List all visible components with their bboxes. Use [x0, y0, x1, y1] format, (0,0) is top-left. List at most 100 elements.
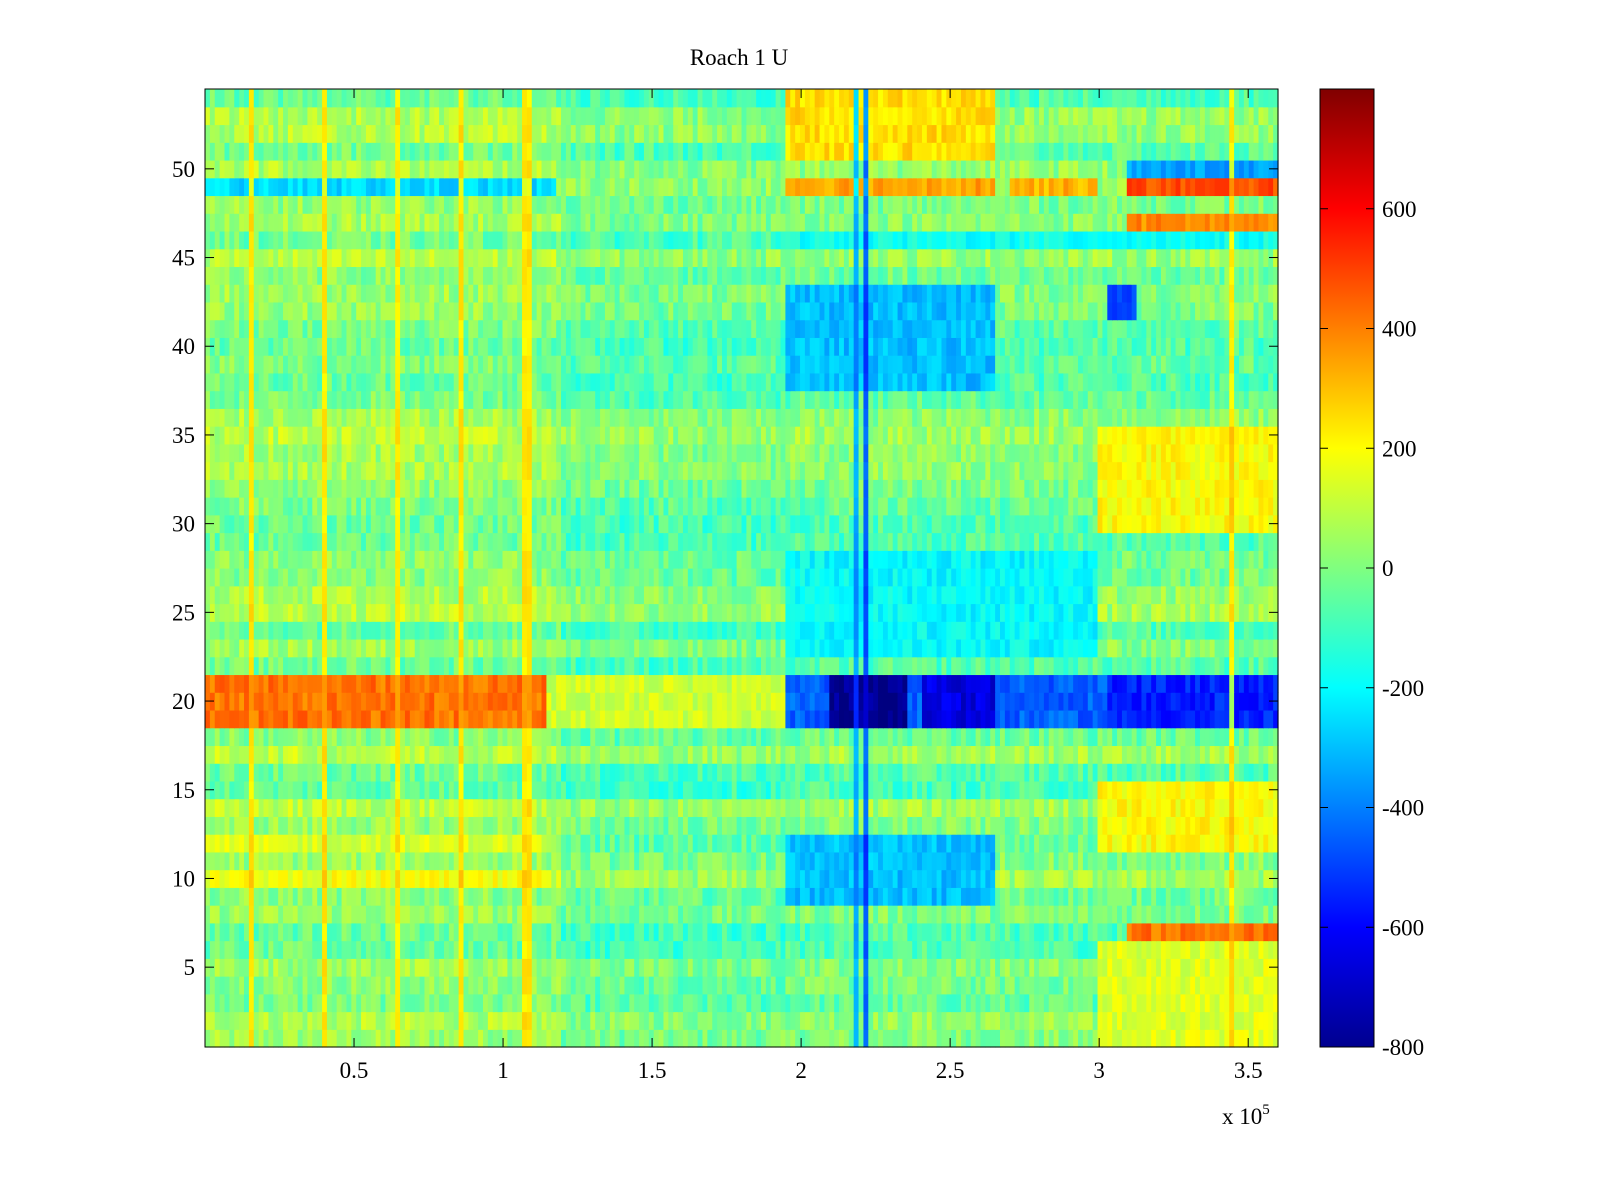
heatmap-cell [1185, 709, 1191, 729]
heatmap-cell [970, 1029, 977, 1048]
heatmap-cell [1204, 1029, 1211, 1048]
heatmap-cell [1141, 816, 1147, 835]
heatmap-cell [921, 887, 928, 906]
heatmap-cell [775, 922, 782, 942]
heatmap-cell [1229, 993, 1235, 1013]
heatmap-cell [1073, 1011, 1079, 1030]
heatmap-cell [517, 905, 523, 924]
heatmap-cell [687, 887, 694, 906]
heatmap-cell [595, 763, 601, 782]
heatmap-cell [1048, 834, 1055, 853]
heatmap-cell [1238, 887, 1245, 906]
heatmap-cell [1273, 674, 1279, 693]
heatmap-cell [502, 763, 508, 782]
heatmap-cell [980, 816, 986, 835]
heatmap-cell [795, 834, 801, 853]
heatmap-cell [473, 1011, 479, 1030]
heatmap-cell [765, 922, 772, 942]
heatmap-cell [819, 638, 826, 658]
heatmap-cell [843, 692, 850, 711]
heatmap-cell [1165, 816, 1172, 835]
heatmap-cell [1034, 905, 1040, 924]
heatmap-cell [1273, 745, 1279, 764]
heatmap-cell [878, 638, 884, 658]
heatmap-cell [1000, 976, 1006, 995]
heatmap-cell [292, 869, 299, 888]
heatmap-cell [312, 851, 318, 871]
heatmap-cell [658, 993, 665, 1013]
heatmap-cell [653, 958, 660, 977]
heatmap-cell [312, 763, 318, 782]
heatmap-cell [1024, 834, 1030, 853]
heatmap-cell [882, 674, 889, 693]
heatmap-cell [800, 798, 806, 817]
heatmap-cell [1185, 905, 1191, 924]
heatmap-cell [926, 905, 933, 924]
heatmap-cell [297, 851, 304, 871]
heatmap-cell [434, 869, 440, 888]
heatmap-cell [1248, 869, 1255, 888]
heatmap-cell [487, 1011, 494, 1030]
heatmap-cell [253, 692, 260, 711]
heatmap-cell [453, 869, 460, 888]
heatmap-cell [619, 816, 626, 835]
heatmap-cell [1092, 798, 1099, 817]
heatmap-cell [804, 656, 811, 676]
heatmap-cell [687, 993, 694, 1013]
heatmap-cell [936, 905, 943, 924]
heatmap-cell [702, 869, 708, 888]
heatmap-cell [604, 922, 611, 942]
heatmap-cell [834, 993, 840, 1013]
heatmap-cell [917, 958, 923, 977]
heatmap-cell [570, 816, 577, 835]
heatmap-cell [1092, 692, 1099, 711]
heatmap-cell [253, 851, 260, 871]
heatmap-cell [263, 1011, 270, 1030]
heatmap-cell [1053, 922, 1060, 942]
heatmap-cell [1107, 976, 1113, 995]
heatmap-cell [960, 674, 967, 693]
heatmap-cell [400, 638, 406, 658]
heatmap-cell [1204, 887, 1211, 906]
heatmap-cell [1121, 993, 1128, 1013]
heatmap-cell [634, 1011, 640, 1030]
heatmap-cell [1258, 976, 1264, 995]
heatmap-cell [834, 692, 840, 711]
heatmap-cell [1165, 993, 1172, 1013]
heatmap-cell [590, 727, 596, 747]
heatmap-cell [863, 922, 869, 942]
heatmap-cell [400, 780, 406, 800]
heatmap-cell [1151, 692, 1157, 711]
heatmap-cell [307, 976, 313, 995]
heatmap-cell [483, 993, 489, 1013]
heatmap-cell [990, 798, 996, 817]
heatmap-cell [575, 922, 582, 942]
heatmap-cell [541, 798, 548, 817]
heatmap-cell [541, 993, 548, 1013]
heatmap-cell [541, 656, 548, 676]
heatmap-cell [629, 993, 635, 1013]
heatmap-cell [224, 816, 230, 835]
heatmap-cell [297, 745, 304, 764]
heatmap-cell [258, 993, 265, 1013]
heatmap-cell [492, 674, 499, 693]
heatmap-cell [717, 692, 723, 711]
heatmap-cell [585, 958, 591, 977]
heatmap-cell [702, 922, 708, 942]
heatmap-cell [380, 692, 387, 711]
heatmap-cell [439, 993, 445, 1013]
heatmap-cell [219, 763, 226, 782]
heatmap-cell [931, 905, 938, 924]
heatmap-cell [765, 993, 772, 1013]
heatmap-cell [746, 922, 752, 942]
heatmap-cell [614, 745, 621, 764]
heatmap-cell [253, 869, 260, 888]
heatmap-cell [1170, 1029, 1177, 1048]
heatmap-cell [1175, 1029, 1182, 1048]
heatmap-cell [687, 692, 694, 711]
heatmap-cell [1229, 1029, 1235, 1048]
heatmap-cell [765, 816, 772, 835]
heatmap-cell [1214, 976, 1221, 995]
heatmap-cell [697, 816, 704, 835]
heatmap-cell [770, 727, 777, 747]
